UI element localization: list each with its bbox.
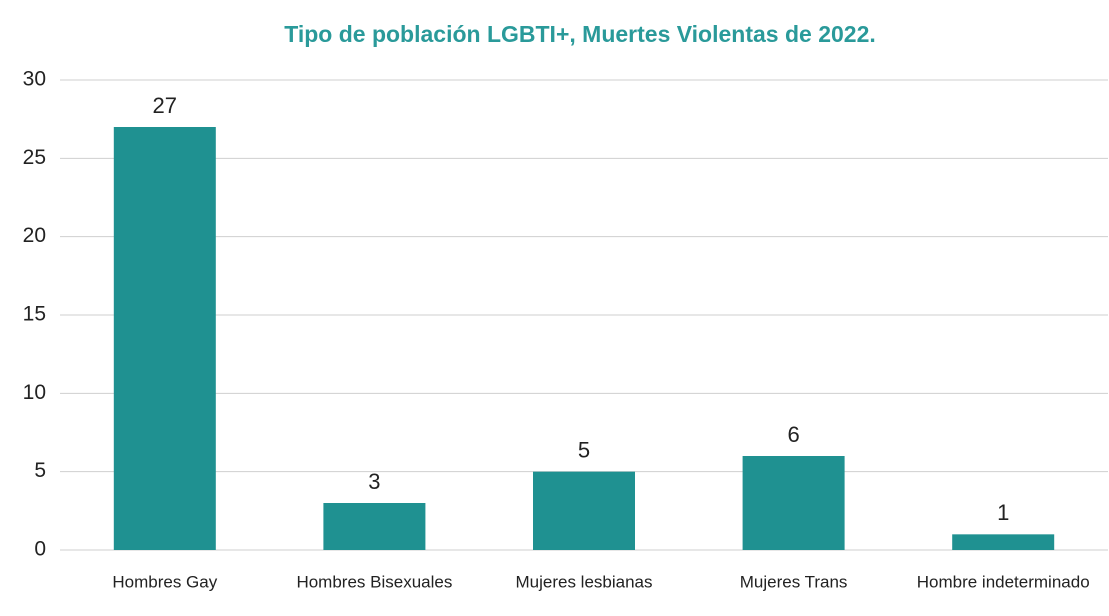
y-tick-label: 5 [34, 459, 46, 482]
x-tick-label: Hombres Gay [112, 572, 217, 591]
x-tick-label: Mujeres lesbianas [515, 572, 652, 591]
y-tick-label: 30 [23, 68, 46, 91]
x-tick-label: Hombres Bisexuales [296, 572, 452, 591]
value-label: 27 [153, 93, 177, 118]
bar [742, 456, 845, 550]
y-tick-label: 15 [23, 303, 46, 326]
bar [533, 471, 635, 550]
bar [323, 503, 426, 550]
value-label: 3 [368, 469, 380, 494]
chart-title: Tipo de población LGBTI+, Muertes Violen… [284, 21, 876, 47]
y-tick-label: 25 [23, 146, 46, 169]
y-tick-label: 0 [34, 538, 46, 561]
value-label: 6 [787, 422, 799, 447]
x-tick-label: Hombre indeterminado [917, 572, 1090, 591]
value-label: 1 [997, 500, 1009, 525]
y-tick-label: 20 [23, 224, 46, 247]
value-label: 5 [578, 437, 590, 462]
bar [113, 127, 216, 550]
x-tick-label: Mujeres Trans [740, 572, 848, 591]
y-tick-label: 10 [23, 381, 46, 404]
bar [952, 534, 1055, 550]
